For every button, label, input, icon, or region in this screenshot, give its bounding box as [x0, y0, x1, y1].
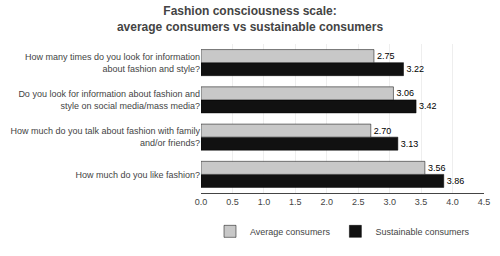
svg-text:4.5: 4.5: [478, 197, 491, 207]
svg-text:4.0: 4.0: [446, 197, 459, 207]
svg-text:3.56: 3.56: [428, 163, 446, 173]
svg-text:3.13: 3.13: [401, 139, 419, 149]
svg-text:Average consumers: Average consumers: [250, 227, 330, 237]
svg-text:1.5: 1.5: [289, 197, 302, 207]
svg-text:How much do you like fashion?: How much do you like fashion?: [75, 170, 200, 180]
svg-text:3.42: 3.42: [419, 101, 437, 111]
svg-text:0.5: 0.5: [226, 197, 239, 207]
svg-text:1.0: 1.0: [258, 197, 271, 207]
svg-text:Fashion consciousness scale:av: Fashion consciousness scale:average cons…: [117, 4, 383, 34]
svg-text:3.86: 3.86: [447, 176, 465, 186]
svg-text:3.06: 3.06: [396, 88, 414, 98]
svg-text:3.5: 3.5: [415, 197, 428, 207]
svg-text:2.5: 2.5: [352, 197, 365, 207]
svg-text:Sustainable consumers: Sustainable consumers: [375, 227, 469, 237]
svg-text:0.0: 0.0: [195, 197, 208, 207]
svg-text:3.0: 3.0: [383, 197, 396, 207]
svg-text:How much do you talk about fas: How much do you talk about fashion with …: [10, 126, 200, 148]
svg-text:2.70: 2.70: [374, 126, 392, 136]
svg-text:2.75: 2.75: [377, 51, 395, 61]
svg-text:How many times do you look for: How many times do you look for informati…: [25, 52, 200, 74]
svg-text:2.0: 2.0: [321, 197, 334, 207]
svg-text:Do you look for information ab: Do you look for information about fashio…: [18, 89, 200, 111]
svg-text:3.22: 3.22: [407, 64, 425, 74]
